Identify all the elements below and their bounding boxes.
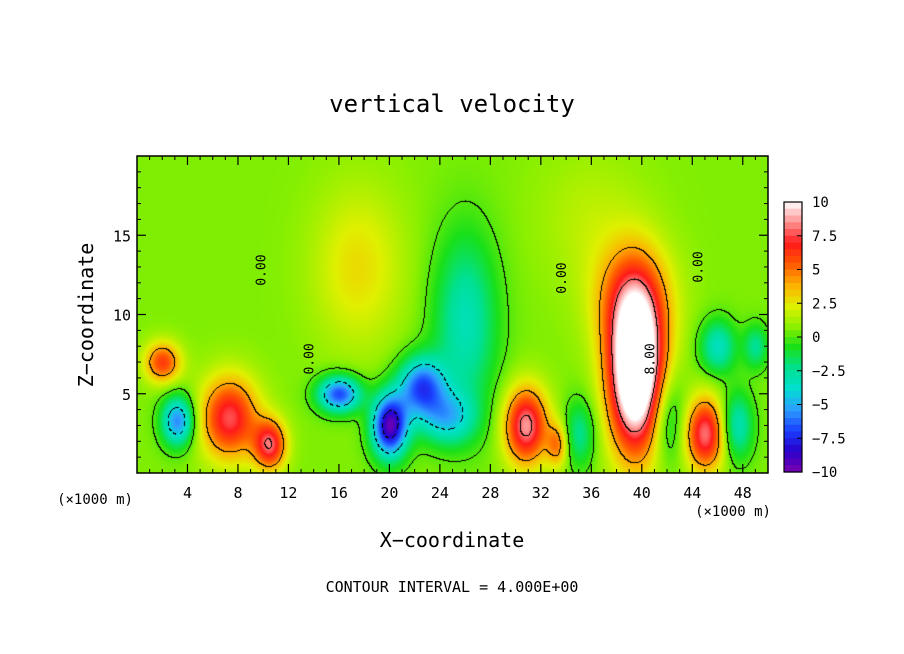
x-tick-label-32: 32 [532,484,550,502]
colorbar-band [784,242,802,250]
colorbar-band [784,289,802,298]
y-tick-label-5: 5 [122,386,131,404]
contour-label-4: 8.00 [643,343,658,374]
colorbar-band [784,397,802,406]
colorbar-band [784,269,802,277]
x-tick-label-24: 24 [431,484,449,502]
colorbar-band [784,296,802,304]
colorbar-band [784,202,802,210]
colorbar-band [784,377,802,385]
colorbar-band [784,303,802,311]
chart-title: vertical velocity [329,90,575,118]
x-tick-label-40: 40 [633,484,651,502]
colorbar-band [784,357,802,365]
colorbar-band [784,391,802,399]
colorbar-band [784,370,802,379]
colorbar-band [784,431,802,439]
colorbar: 10 7.5 5 2.5 0 −2.5 −5 −7.5 −10 [783,195,846,481]
colorbar-band [784,384,802,392]
colorbar-band [784,424,802,433]
colorbar-band [784,208,802,217]
contour-label-3: 0.00 [691,251,706,282]
colorbar-band [784,235,802,244]
colorbar-band [784,411,802,419]
colorbar-band [784,343,802,352]
colorbar-tick-label-2: 5 [812,263,820,279]
colorbar-tick-label-1: 7.5 [812,229,837,245]
x-tick-label-4: 4 [183,484,192,502]
colorbar-band [784,330,802,338]
colorbar-tick-label-0: 10 [812,195,829,211]
colorbar-band [784,283,802,291]
colorbar-tick-label-3: 2.5 [812,296,837,312]
colorbar-tick-label-5: −2.5 [812,364,846,380]
colorbar-band [784,276,802,284]
y-axis-label: Z−coordinate [74,243,98,388]
colorbar-band [784,249,802,257]
x-tick-label-44: 44 [683,484,701,502]
colorbar-band [784,465,802,473]
colorbar-tick-label-6: −5 [812,398,829,414]
y-tick-label-10: 10 [113,307,131,325]
velocity-field [137,156,768,473]
x-axis-unit-left: (×1000 m) [57,492,133,508]
x-tick-label-16: 16 [330,484,348,502]
contour-label-2: 0.00 [555,262,570,293]
colorbar-band [784,438,802,446]
y-tick-label-15: 15 [113,227,131,245]
contour-interval-footer: CONTOUR INTERVAL = 4.000E+00 [326,578,579,596]
colorbar-band [784,364,802,372]
contour-plot-area: 0.00 0.00 0.00 0.00 8.00 [137,156,768,473]
x-tick-label-36: 36 [582,484,600,502]
colorbar-band [784,310,802,318]
colorbar-band [784,445,802,453]
colorbar-band [784,451,802,460]
x-tick-label-12: 12 [279,484,297,502]
x-tick-label-28: 28 [481,484,499,502]
colorbar-band [784,316,802,325]
colorbar-tick-label-4: 0 [812,330,820,346]
colorbar-band [784,323,802,331]
colorbar-band [784,222,802,230]
x-tick-label-48: 48 [734,484,752,502]
x-tick-label-8: 8 [233,484,242,502]
colorbar-band [784,404,802,412]
colorbar-tick-label-7: −7.5 [812,431,846,447]
colorbar-tick-label-8: −10 [812,465,837,481]
contour-label-1: 0.00 [303,343,318,374]
colorbar-band [784,350,802,358]
colorbar-band [784,337,802,345]
colorbar-band [784,418,802,426]
x-axis-unit-right: (×1000 m) [695,504,771,520]
colorbar-band [784,256,802,264]
x-axis-label: X−coordinate [380,528,525,552]
contour-label-0: 0.00 [255,254,270,285]
x-tick-label-20: 20 [380,484,398,502]
colorbar-band [784,458,802,466]
colorbar-band [784,215,802,223]
colorbar-band [784,229,802,237]
colorbar-band [784,262,802,271]
velocity-field-canvas [137,156,768,473]
